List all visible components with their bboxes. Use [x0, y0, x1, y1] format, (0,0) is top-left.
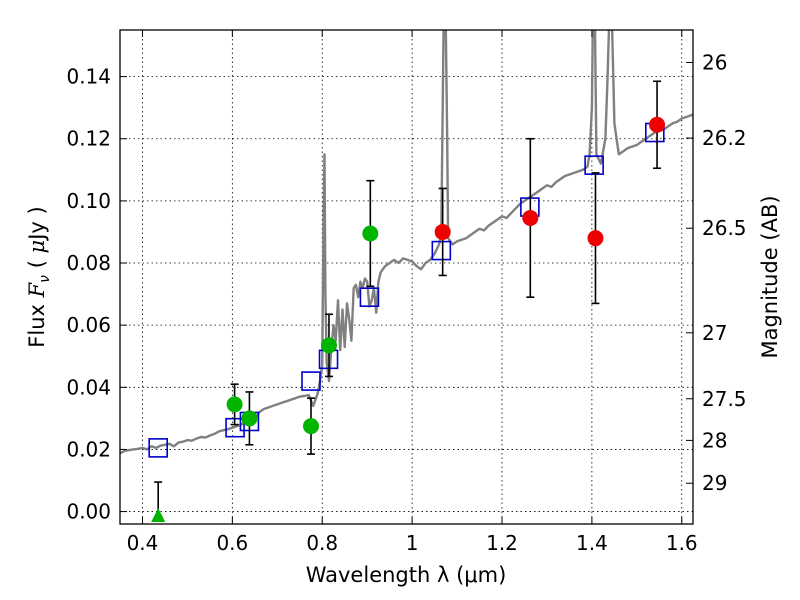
mag-tick-label: 28 — [702, 428, 727, 452]
observed-point — [241, 410, 258, 427]
x-tick-label: 1.6 — [666, 531, 698, 555]
mag-tick-label: 26 — [702, 50, 727, 74]
x-tick-label: 1.4 — [576, 531, 608, 555]
y-tick-label: 0.00 — [66, 500, 111, 524]
y-tick-label: 0.06 — [66, 313, 111, 337]
x-tick-label: 1.2 — [486, 531, 518, 555]
y-tick-label: 0.10 — [66, 189, 111, 213]
mag-tick-label: 26.2 — [702, 126, 747, 150]
y2-axis-label: Magnitude (AB) — [758, 195, 782, 358]
grid — [120, 30, 693, 524]
model-band-square — [359, 287, 380, 307]
x-tick-label: 0.6 — [216, 531, 248, 555]
model-spectrum-layer — [120, 30, 693, 455]
observed-point — [587, 230, 604, 247]
y-tick-label: 0.04 — [66, 375, 111, 399]
plot-frame — [119, 29, 694, 525]
observed-point — [320, 337, 337, 354]
x-tick-label: 0.4 — [127, 531, 159, 555]
y-axis-label: Flux Fν ( μJy ) — [25, 206, 53, 347]
model-band-square — [431, 240, 452, 261]
upper-limit-triangle — [151, 508, 166, 522]
y-tick-label: 0.02 — [66, 437, 111, 461]
model-band-square — [148, 438, 168, 458]
observed-point — [303, 418, 319, 435]
observed-point — [522, 209, 539, 226]
mag-tick-label: 29 — [702, 471, 727, 495]
y-tick-label: 0.14 — [66, 65, 111, 89]
mag-tick-label: 27.5 — [702, 387, 747, 411]
x-axis-label: Wavelength λ (μm) — [306, 563, 507, 587]
model-band-square — [584, 155, 604, 175]
tick-layer: 0.4 0.6 0.8 1 1.2 1.4 1.6 0.00 0.02 0.04 0.06 0.08 0… — [66, 30, 747, 555]
y-tick-label: 0.08 — [66, 251, 111, 275]
model-spectrum-line — [120, 30, 693, 455]
x-tick-label: 1 — [406, 531, 419, 555]
y-tick-label: 0.12 — [66, 127, 111, 151]
model-band-layer — [148, 122, 665, 458]
observed-point — [434, 223, 451, 240]
model-band-square — [301, 371, 321, 391]
observed-point — [649, 116, 666, 133]
observed-point — [362, 225, 379, 242]
mag-tick-label: 26.5 — [702, 216, 747, 240]
x-tick-label: 0.8 — [306, 531, 338, 555]
observed-data-layer — [151, 80, 666, 522]
observed-point — [226, 396, 243, 413]
mag-tick-label: 27 — [702, 321, 727, 345]
